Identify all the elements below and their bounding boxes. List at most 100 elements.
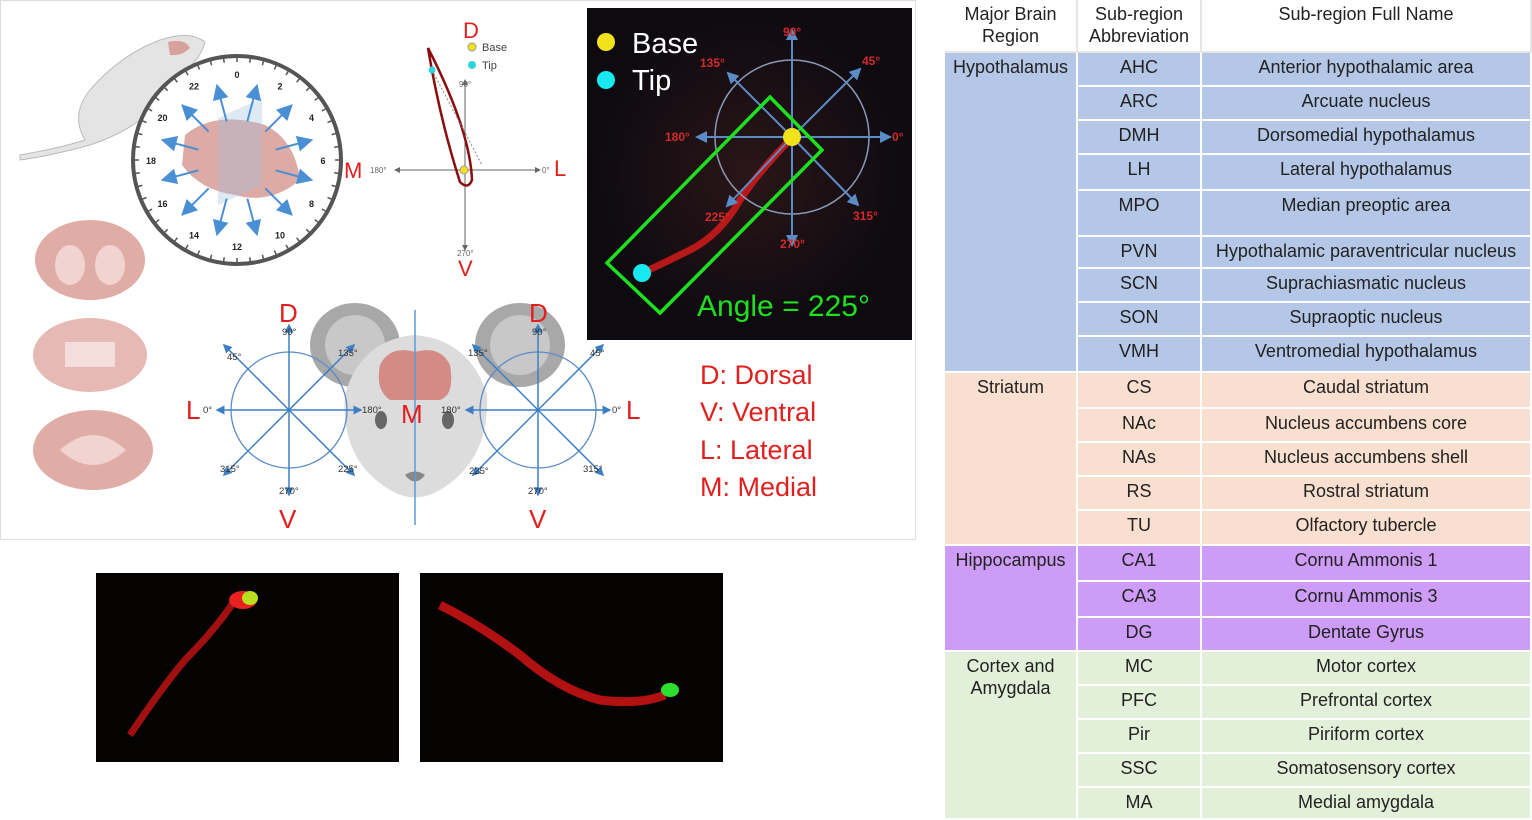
angle-label: 225° xyxy=(338,464,358,475)
full-name-cell: Motor cortex xyxy=(1202,652,1532,686)
angle-label: 135° xyxy=(468,348,488,359)
angle-label: 270° xyxy=(528,486,548,497)
angle-label: 90° xyxy=(532,327,547,338)
dorsal-label: D xyxy=(529,298,548,328)
angle-label: 135° xyxy=(700,56,725,70)
direction-legend: D: Dorsal V: Ventral L: Lateral M: Media… xyxy=(700,360,817,502)
compass-arrow xyxy=(222,343,290,411)
angle-label: 315° xyxy=(583,464,603,475)
direction-arrow xyxy=(264,187,293,216)
legend-base-label: Base xyxy=(482,42,507,54)
clock-number: 20 xyxy=(158,113,168,123)
column-header: Sub-region Abbreviation xyxy=(1078,0,1202,53)
full-name-cell: Supraoptic nucleus xyxy=(1202,303,1532,337)
abbreviation-cell: PFC xyxy=(1078,686,1202,720)
clock-number: 10 xyxy=(275,230,285,240)
full-name-cell: Piriform cortex xyxy=(1202,720,1532,754)
full-name-cell: Ventromedial hypothalamus xyxy=(1202,337,1532,373)
ventral-label: V xyxy=(458,256,473,281)
column-header: Sub-region Full Name xyxy=(1202,0,1532,53)
abbreviation-cell: Pir xyxy=(1078,720,1202,754)
clock-number: 2 xyxy=(277,82,282,92)
full-name-cell: Medial amygdala xyxy=(1202,788,1532,820)
major-region-cell: Cortex and Amygdala xyxy=(945,652,1078,820)
legend-ventral: V: Ventral xyxy=(700,397,816,427)
full-name-cell: Cornu Ammonis 1 xyxy=(1202,546,1532,582)
full-name-cell: Lateral hypothalamus xyxy=(1202,155,1532,191)
cilia-micrograph-1 xyxy=(96,573,399,762)
abbreviation-cell: SSC xyxy=(1078,754,1202,788)
lateral-label: L xyxy=(554,156,566,181)
abbreviation-cell: SCN xyxy=(1078,269,1202,303)
full-name-cell: Nucleus accumbens shell xyxy=(1202,443,1532,477)
abbreviation-cell: PVN xyxy=(1078,237,1202,269)
full-name-cell: Caudal striatum xyxy=(1202,373,1532,409)
full-name-cell: Nucleus accumbens core xyxy=(1202,409,1532,443)
abbreviation-cell: ARC xyxy=(1078,87,1202,121)
abbreviation-cell: MA xyxy=(1078,788,1202,820)
angle-label: 45° xyxy=(862,54,880,68)
abbreviation-cell: TU xyxy=(1078,511,1202,546)
angle-label: 180° xyxy=(370,166,387,175)
brain-region-table: Major Brain Region Sub-region Abbreviatio… xyxy=(945,0,1532,820)
compass-arrow xyxy=(471,409,539,477)
coronal-slices xyxy=(33,220,153,490)
clock-number: 0 xyxy=(234,70,239,80)
lateral-label: L xyxy=(626,395,640,425)
compass-arrow xyxy=(537,343,605,411)
clock-number: 4 xyxy=(309,113,314,123)
clock-number: 6 xyxy=(320,156,325,166)
direction-arrow xyxy=(245,198,262,237)
clock-dial: 0 2 4 6 8 10 12 14 16 18 20 22 xyxy=(131,54,343,266)
full-name-cell: Cornu Ammonis 3 xyxy=(1202,582,1532,618)
cilia-micrograph-2 xyxy=(420,573,723,762)
ventral-label: V xyxy=(529,504,547,534)
angle-label: 0° xyxy=(612,405,621,416)
compass-arrow xyxy=(222,409,290,477)
legend-dorsal: D: Dorsal xyxy=(700,360,813,390)
clock-number: 12 xyxy=(232,242,242,252)
dorsal-label: D xyxy=(279,298,298,328)
angle-label: 180° xyxy=(441,405,461,416)
angle-label: 180° xyxy=(362,405,382,416)
angle-label: 270° xyxy=(279,486,299,497)
legend-lateral: L: Lateral xyxy=(700,435,813,465)
figure-drawing: 0 2 4 6 8 10 12 14 16 18 20 22 D Base Tip 90° 180° … xyxy=(19,8,912,762)
lateral-label: L xyxy=(186,395,200,425)
full-name-cell: Dentate Gyrus xyxy=(1202,618,1532,652)
direction-arrow xyxy=(181,187,210,216)
brain-icon xyxy=(182,119,300,198)
clock-number: 22 xyxy=(189,82,199,92)
angle-result-label: Angle = 225° xyxy=(697,290,870,323)
full-name-cell: Olfactory tubercle xyxy=(1202,511,1532,546)
angle-label: 0° xyxy=(203,405,212,416)
compass-arrow xyxy=(471,343,539,411)
clock-number: 8 xyxy=(309,199,314,209)
legend-medial: M: Medial xyxy=(700,472,817,502)
angle-label: 45° xyxy=(227,352,242,363)
direction-arrow xyxy=(275,168,314,185)
mouse-illustration xyxy=(19,35,206,161)
angle-label: 0° xyxy=(892,130,904,144)
legend-tip-label: Tip xyxy=(482,60,497,72)
full-name-cell: Dorsomedial hypothalamus xyxy=(1202,121,1532,155)
abbreviation-cell: DMH xyxy=(1078,121,1202,155)
abbreviation-cell: CA3 xyxy=(1078,582,1202,618)
column-header: Major Brain Region xyxy=(945,0,1078,53)
abbreviation-cell: NAs xyxy=(1078,443,1202,477)
dorsal-label: D xyxy=(463,18,479,43)
abbreviation-cell: LH xyxy=(1078,155,1202,191)
abbreviation-cell: RS xyxy=(1078,477,1202,511)
full-name-cell: Prefrontal cortex xyxy=(1202,686,1532,720)
abbreviation-cell: MC xyxy=(1078,652,1202,686)
medial-label: M xyxy=(344,158,362,183)
angle-label: 270° xyxy=(457,249,474,258)
full-name-cell: Hypothalamic paraventricular nucleus xyxy=(1202,237,1532,269)
compass-arrow xyxy=(288,409,356,477)
abbreviation-cell: MPO xyxy=(1078,191,1202,237)
legend-base-label: Base xyxy=(632,28,698,60)
angle-label: 225° xyxy=(705,210,730,224)
medial-label: M xyxy=(401,399,423,429)
direction-arrow xyxy=(245,83,262,122)
angle-label: 90° xyxy=(459,80,471,89)
